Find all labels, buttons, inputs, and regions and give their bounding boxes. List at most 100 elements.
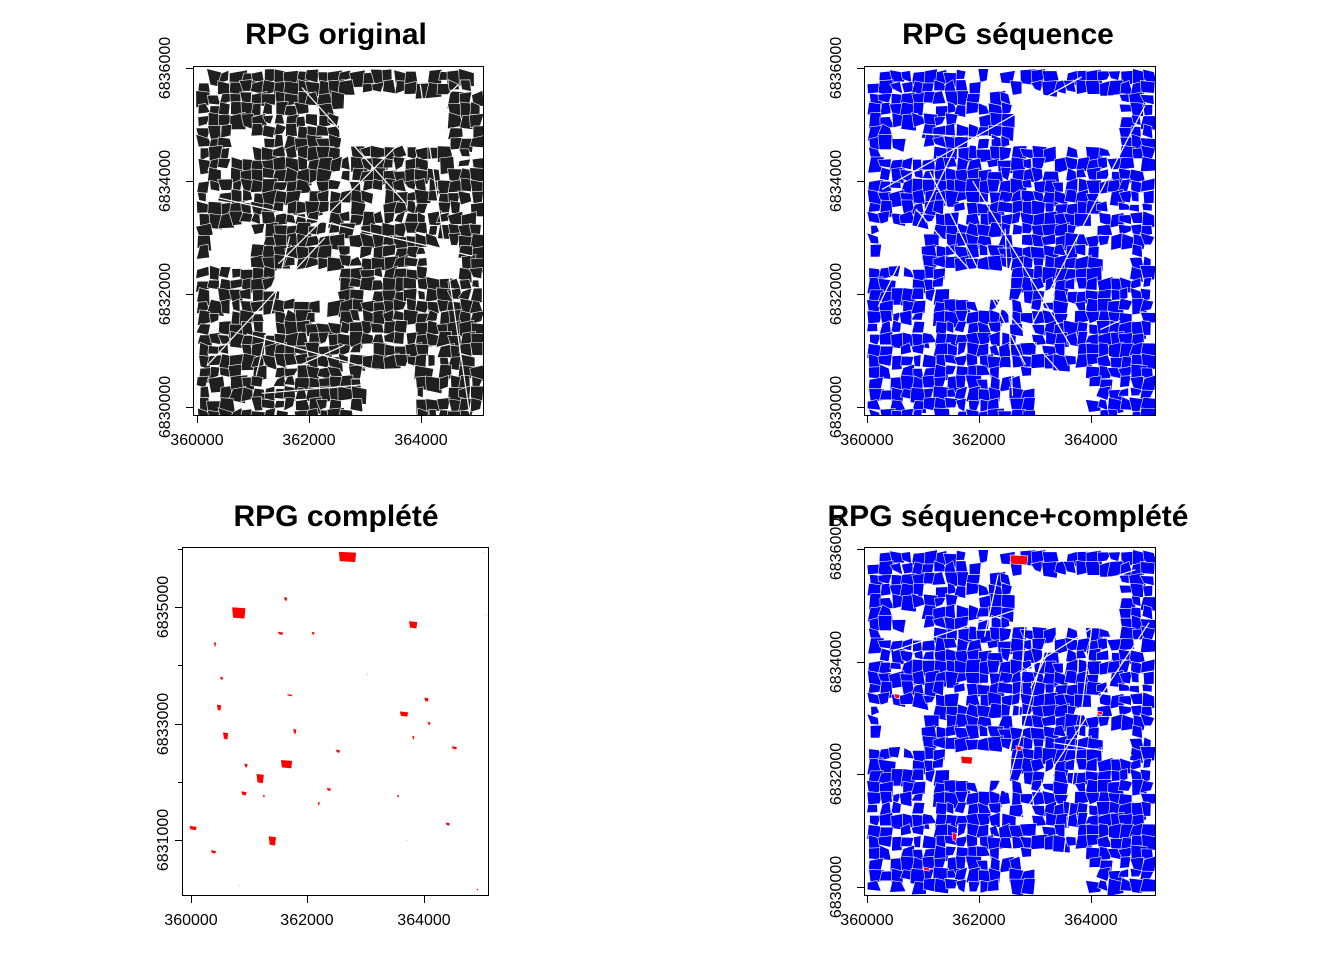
parcel <box>425 232 441 249</box>
panel-title: RPG complété <box>233 500 439 533</box>
parcel <box>879 583 892 597</box>
parcel <box>392 144 408 160</box>
road-line <box>301 87 406 204</box>
parcel <box>877 354 893 367</box>
parcel <box>976 812 992 829</box>
parcel <box>416 257 428 267</box>
parcel <box>325 787 332 792</box>
parcel <box>268 835 277 847</box>
parcel <box>1129 211 1144 224</box>
parcel <box>912 101 925 117</box>
parcel <box>965 833 978 849</box>
parcel <box>481 550 485 555</box>
parcel <box>1000 737 1013 751</box>
y-tick-label: 6831000 <box>155 808 172 872</box>
parcel <box>1095 649 1110 661</box>
parcel <box>460 177 473 193</box>
parcel <box>207 409 221 415</box>
parcel <box>241 320 254 336</box>
parcel <box>457 158 472 167</box>
road-line <box>915 208 1075 389</box>
parcel <box>868 408 881 415</box>
parcel <box>403 256 419 267</box>
y-tick-label: 6830000 <box>157 375 174 439</box>
parcel <box>209 179 221 192</box>
parcel <box>1139 94 1155 106</box>
parcel <box>1088 856 1102 868</box>
parcel <box>977 549 989 565</box>
parcel <box>1001 101 1013 115</box>
parcel <box>392 310 405 321</box>
road-line <box>1053 741 1133 756</box>
parcel <box>1011 791 1022 806</box>
parcel <box>1054 560 1067 576</box>
parcel <box>277 630 284 636</box>
x-tick <box>1091 896 1092 903</box>
parcel <box>1141 683 1153 693</box>
parcel <box>988 124 1004 137</box>
parcel <box>283 397 296 412</box>
parcel <box>1128 204 1140 213</box>
parcel <box>890 800 902 814</box>
y-tick-label: 6832000 <box>828 262 845 326</box>
parcel <box>998 146 1012 162</box>
parcel <box>272 201 285 212</box>
y-tick <box>186 68 193 69</box>
parcel <box>867 201 882 213</box>
parcel <box>1030 277 1045 293</box>
parcel <box>910 781 927 796</box>
parcel <box>912 188 926 205</box>
parcel <box>292 728 298 735</box>
parcel <box>889 662 902 670</box>
parcel <box>218 266 232 279</box>
parcel <box>1106 408 1118 415</box>
parcel <box>1130 190 1140 203</box>
parcel <box>411 734 416 741</box>
parcel <box>1041 561 1059 579</box>
parcel <box>471 157 483 170</box>
parcel <box>1117 298 1134 311</box>
parcel <box>921 82 935 92</box>
parcel <box>405 331 418 348</box>
parcel <box>1020 366 1032 377</box>
parcel <box>1097 715 1111 727</box>
parcel <box>987 254 1004 272</box>
parcel <box>998 836 1013 849</box>
parcel <box>1096 710 1104 716</box>
parcel <box>1118 670 1133 685</box>
parcel <box>976 331 992 348</box>
parcel <box>901 408 914 415</box>
parcel <box>901 156 914 170</box>
parcel <box>1140 319 1152 336</box>
y-tick-label: 6835000 <box>155 575 172 639</box>
parcel <box>216 703 222 712</box>
panel-title: RPG séquence <box>902 18 1114 51</box>
parcel <box>444 821 451 827</box>
parcel <box>220 124 232 139</box>
parcel <box>935 321 949 335</box>
parcel <box>955 878 967 894</box>
parcel <box>393 319 408 334</box>
x-tick-label: 360000 <box>840 432 894 449</box>
parcel <box>877 210 891 225</box>
parcel <box>275 409 289 415</box>
parcel <box>1140 407 1155 415</box>
parcel <box>866 310 883 324</box>
parcel <box>867 682 882 694</box>
parcel <box>1000 703 1011 718</box>
parcel <box>977 583 991 597</box>
parcel <box>399 710 409 718</box>
y-tick-label: 6832000 <box>828 742 845 806</box>
parcel <box>1141 202 1153 212</box>
parcel <box>911 343 925 355</box>
parcel <box>237 884 242 888</box>
parcel <box>965 385 981 405</box>
parcel <box>1020 878 1036 895</box>
parcel <box>1142 189 1155 205</box>
parcel <box>392 156 406 171</box>
parcel <box>1011 223 1025 236</box>
y-tick-label: 6836000 <box>157 36 174 100</box>
parcel <box>1074 791 1089 806</box>
parcel <box>901 562 914 575</box>
parcel <box>978 673 989 684</box>
